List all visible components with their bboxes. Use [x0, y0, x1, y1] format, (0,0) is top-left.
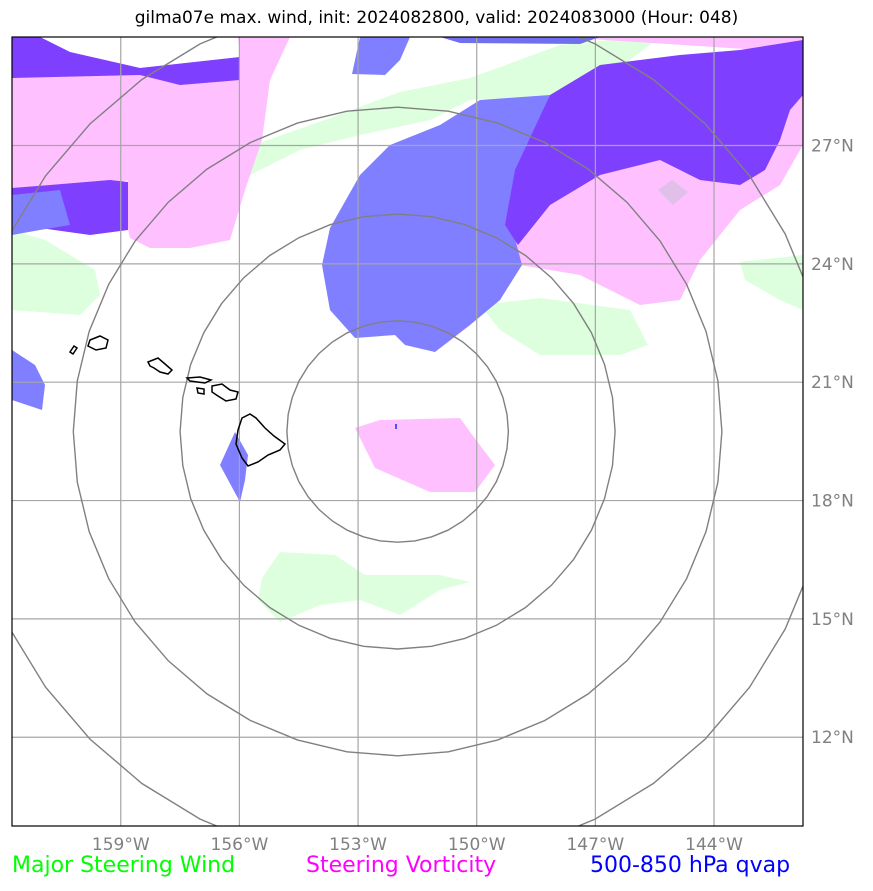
qvap-region-northeast-dark	[505, 40, 803, 245]
latitude-tick-label: 12°N	[811, 728, 854, 748]
wind-region-north	[240, 37, 660, 180]
vorticity-region-center	[355, 418, 495, 492]
qvap-region-northwest-dark	[12, 37, 240, 85]
longitude-tick-label: 144°W	[685, 835, 743, 855]
island-hawaii	[235, 413, 287, 467]
longitude-tick-label: 153°W	[329, 835, 387, 855]
range-ring	[179, 213, 616, 650]
wind-region-east-mid	[480, 298, 648, 355]
range-ring	[12, 37, 803, 826]
longitude-tick-label: 150°W	[448, 835, 506, 855]
island-niihau	[68, 344, 79, 356]
qvap-region-top-strip	[440, 37, 600, 44]
qvap-region-west-light	[12, 190, 70, 235]
qvap-region-top	[352, 37, 410, 75]
island-lanai	[196, 387, 205, 395]
range-ring	[72, 106, 723, 757]
latitude-tick-label: 15°N	[811, 610, 854, 630]
latitude-labels: 12°N 15°N 18°N 21°N 24°N 27°N	[811, 136, 854, 748]
vorticity-overlap-patch	[658, 180, 688, 205]
qvap-region-tiny-dot	[395, 424, 397, 429]
island-maui	[211, 383, 239, 402]
latitude-tick-label: 18°N	[811, 492, 854, 512]
island-oahu	[146, 357, 174, 375]
longitude-tick-label: 156°W	[211, 835, 269, 855]
wind-region-east-upper	[740, 255, 803, 310]
graticule	[12, 37, 803, 826]
longitude-tick-label: 159°W	[92, 835, 150, 855]
latitude-tick-label: 24°N	[811, 255, 854, 275]
wind-region-west	[12, 230, 100, 315]
qvap-region-west-edge	[12, 350, 45, 410]
map-plot-area	[12, 37, 803, 826]
latitude-tick-label: 21°N	[811, 373, 854, 393]
wind-region-south	[258, 552, 470, 622]
qvap-region-central	[322, 95, 550, 352]
qvap-regions	[12, 37, 803, 502]
longitude-tick-label: 147°W	[566, 835, 624, 855]
island-kauai	[87, 335, 109, 351]
range-rings	[12, 37, 803, 826]
wind-regions	[12, 37, 803, 622]
qvap-region-hawaii	[220, 432, 248, 502]
legend-qvap: 500-850 hPa qvap	[590, 853, 791, 878]
range-ring	[286, 320, 510, 543]
longitude-labels: 159°W 156°W 153°W 150°W 147°W 144°W	[92, 835, 743, 855]
legend-major-steering-wind: Major Steering Wind	[12, 853, 236, 878]
map-title: gilma07e max. wind, init: 2024082800, va…	[134, 8, 739, 28]
latitude-tick-label: 27°N	[811, 136, 854, 156]
island-molokai	[185, 376, 214, 384]
hawaii-coastline	[68, 335, 287, 467]
map-frame	[11, 36, 804, 827]
vorticity-region-northwest	[12, 37, 290, 248]
legend-steering-vorticity: Steering Vorticity	[306, 853, 497, 878]
